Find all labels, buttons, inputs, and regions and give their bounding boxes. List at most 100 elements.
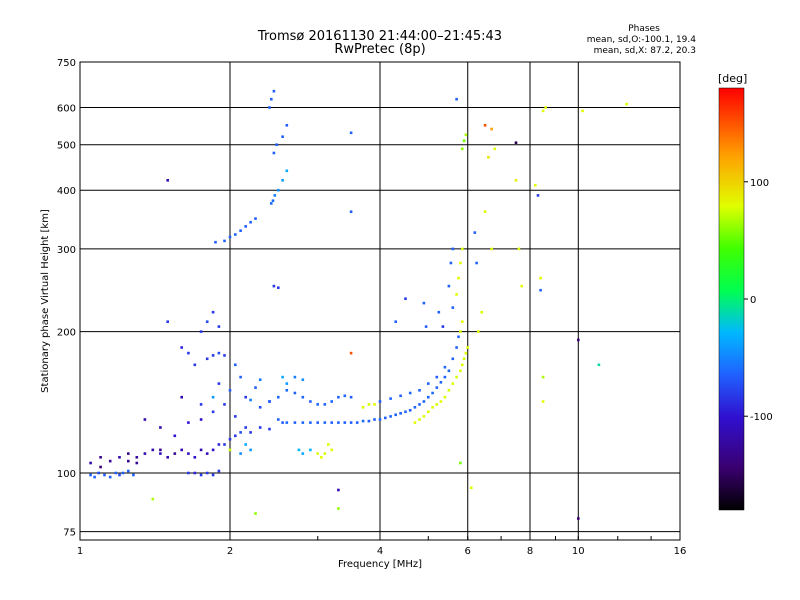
data-point xyxy=(517,247,521,251)
data-point xyxy=(483,210,487,213)
data-point xyxy=(285,382,289,385)
data-point xyxy=(443,395,447,399)
data-point xyxy=(93,475,96,479)
data-point xyxy=(394,320,397,323)
colorbar-tick-label: 100 xyxy=(750,178,769,189)
data-point xyxy=(254,512,257,515)
data-point xyxy=(451,247,455,251)
data-point xyxy=(151,497,155,501)
data-point xyxy=(270,202,273,205)
data-point xyxy=(349,210,353,213)
data-point xyxy=(361,406,365,409)
y-tick-label: 600 xyxy=(57,104,76,115)
colorbar-ticks: 100 0 -100 xyxy=(744,178,773,423)
data-point xyxy=(330,400,333,403)
data-point xyxy=(435,403,439,406)
data-point xyxy=(173,452,177,455)
data-point xyxy=(214,240,217,244)
y-tick-label: 100 xyxy=(57,469,76,480)
data-point xyxy=(272,151,276,155)
data-point xyxy=(272,284,276,288)
x-tick-label: 8 xyxy=(527,546,533,557)
info-line-o: mean, sd,O:-100.1, 19.4 xyxy=(587,35,697,45)
data-point xyxy=(464,133,468,137)
data-point xyxy=(258,406,262,409)
data-point xyxy=(459,330,462,333)
data-point xyxy=(439,400,443,403)
data-point xyxy=(135,456,139,459)
data-point xyxy=(459,369,462,373)
data-point xyxy=(281,179,284,182)
data-point xyxy=(316,421,319,424)
data-point xyxy=(541,375,545,379)
data-point xyxy=(470,486,473,490)
data-point xyxy=(447,369,451,373)
x-tick-label: 1 xyxy=(77,546,83,557)
data-point xyxy=(277,188,280,192)
data-point xyxy=(159,426,162,429)
data-point xyxy=(272,89,276,93)
x-tick-label: 4 xyxy=(377,546,383,557)
data-point xyxy=(211,395,215,399)
data-point xyxy=(520,284,523,288)
data-point xyxy=(268,400,271,403)
data-point xyxy=(173,434,177,438)
data-point xyxy=(539,288,542,292)
data-point xyxy=(309,421,312,424)
data-point xyxy=(249,398,252,402)
data-point xyxy=(301,378,305,381)
data-point xyxy=(103,473,106,477)
data-point xyxy=(239,229,242,232)
data-point xyxy=(404,297,407,300)
data-point xyxy=(461,247,464,251)
data-point xyxy=(244,426,247,429)
data-point xyxy=(114,471,118,475)
data-point xyxy=(301,395,305,399)
data-point xyxy=(159,448,162,452)
data-point xyxy=(217,382,221,385)
data-point xyxy=(577,338,580,342)
data-point xyxy=(459,461,462,465)
data-point xyxy=(99,456,102,459)
data-point xyxy=(466,346,469,349)
data-point xyxy=(443,365,447,369)
data-point xyxy=(199,473,203,477)
data-point xyxy=(316,452,319,455)
data-point xyxy=(389,415,392,418)
data-point xyxy=(97,471,100,475)
y-tick-label: 750 xyxy=(57,58,76,69)
data-point xyxy=(211,310,215,314)
data-point xyxy=(211,354,215,357)
data-point xyxy=(268,106,271,109)
data-point xyxy=(254,386,257,389)
data-points xyxy=(89,89,628,520)
data-point xyxy=(422,400,426,403)
data-point xyxy=(108,475,112,479)
data-point xyxy=(223,443,226,446)
y-tick-label: 75 xyxy=(63,528,76,539)
data-point xyxy=(413,406,417,409)
data-point xyxy=(223,403,226,406)
data-point xyxy=(541,400,545,403)
data-point xyxy=(367,403,371,406)
x-axis-label: Frequency [MHz] xyxy=(338,559,422,570)
data-point xyxy=(475,261,478,265)
data-point xyxy=(394,413,397,417)
data-point xyxy=(244,395,247,399)
data-point xyxy=(228,235,232,239)
colorbar-tick-label: -100 xyxy=(750,412,773,423)
data-point xyxy=(211,473,215,477)
data-point xyxy=(249,220,252,224)
data-point xyxy=(127,452,130,455)
data-point xyxy=(462,139,466,142)
data-point xyxy=(217,351,221,355)
data-point xyxy=(455,97,458,101)
data-point xyxy=(217,469,221,473)
data-point xyxy=(493,147,497,151)
data-point xyxy=(187,351,190,355)
data-point xyxy=(449,261,453,265)
data-point xyxy=(451,357,455,361)
data-point xyxy=(135,461,139,465)
data-point xyxy=(285,124,289,127)
y-axis-label: Stationary phase Virtual Height [km] xyxy=(40,209,51,393)
